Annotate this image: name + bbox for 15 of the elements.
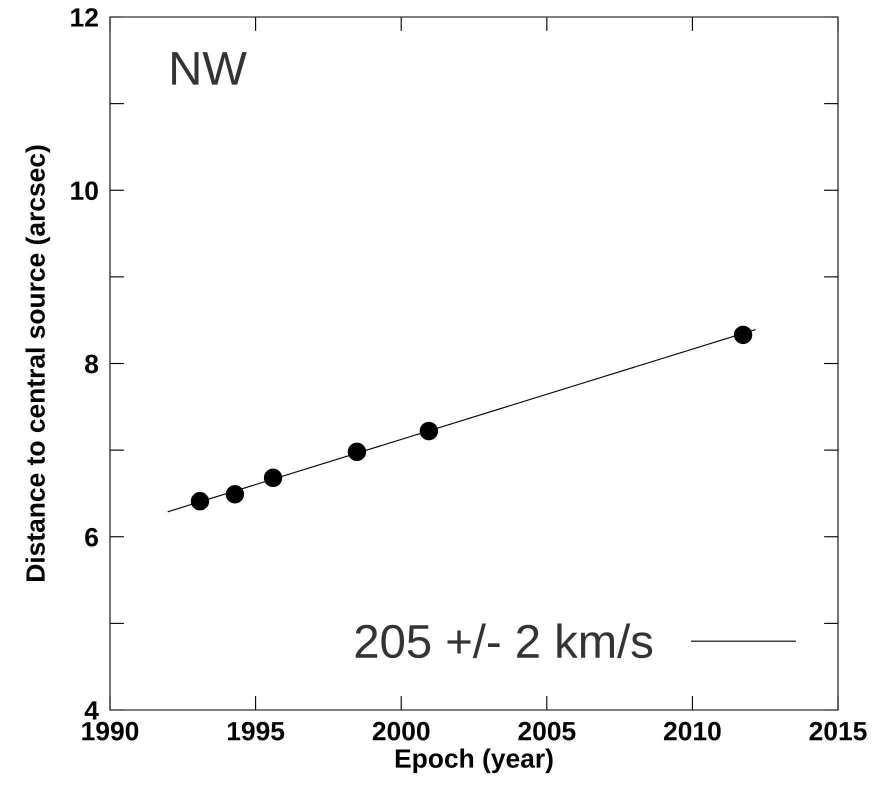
x-tick-label: 2010 — [664, 722, 721, 740]
legend-label: 205 +/- 2 km/s — [356, 623, 652, 658]
y-tick-label: 12 — [71, 8, 98, 27]
y-tick-label: 4 — [84, 701, 99, 720]
x-tick-label: 2000 — [372, 722, 430, 740]
y-tick-label: 6 — [85, 528, 98, 547]
x-axis-title: Epoch (year) — [396, 748, 553, 774]
x-tick-label: 2005 — [518, 722, 576, 740]
annotation: NW — [172, 52, 247, 85]
x-tick-label: 1995 — [228, 722, 284, 740]
y-axis-title: Distance to central source (arcsec) — [25, 146, 50, 581]
y-tick-label: 8 — [85, 354, 98, 374]
y-tick-label: 10 — [71, 181, 98, 200]
x-tick-label: 2015 — [810, 722, 867, 740]
x-tick-label: 1990 — [82, 722, 138, 740]
